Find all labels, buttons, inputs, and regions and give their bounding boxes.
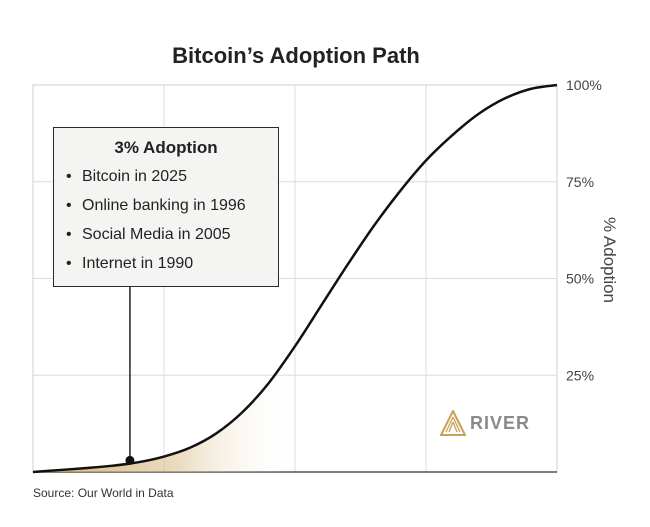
chart-title: Bitcoin’s Adoption Path	[172, 43, 420, 68]
brand-logo: RIVER	[440, 410, 530, 436]
adoption-curve	[32, 83, 558, 474]
y-tick-label: 75%	[566, 174, 594, 190]
callout-list: • Bitcoin in 2025 • Online banking in 1996…	[54, 162, 278, 278]
y-tick-labels: 25% 50% 75% 100%	[566, 77, 602, 383]
callout-item: • Internet in 1990	[66, 255, 194, 272]
y-tick-label: 25%	[566, 367, 594, 383]
y-tick-label: 50%	[566, 271, 594, 287]
y-tick-label: 100%	[566, 77, 602, 93]
callout-title: 3% Adoption	[114, 138, 218, 157]
brand-name: RIVER	[470, 412, 531, 433]
three-percent-marker	[125, 455, 135, 465]
adoption-area	[33, 346, 295, 472]
source-note: Source: Our World in Data	[33, 486, 174, 500]
river-logo-icon	[440, 410, 466, 436]
callout-box: 3% Adoption • Bitcoin in 2025 • Online ban…	[53, 127, 279, 287]
y-axis-label: % Adoption	[600, 217, 619, 303]
callout-item: • Bitcoin in 2025	[66, 168, 187, 185]
callout-item: • Social Media in 2005	[66, 226, 231, 243]
callout-item: • Online banking in 1996	[66, 197, 246, 214]
